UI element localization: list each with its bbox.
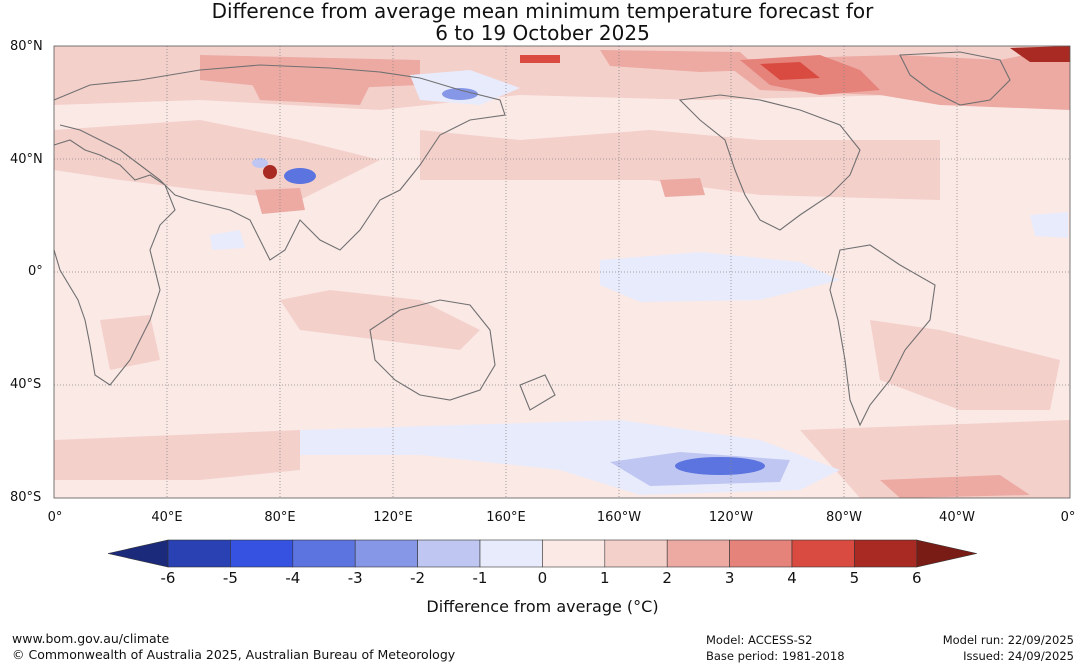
lat-label-80s: 80°S — [10, 490, 42, 505]
lon-label-40e: 40°E — [151, 510, 183, 525]
anomaly-regions — [54, 46, 1070, 498]
colorbar-swatch — [417, 539, 481, 568]
anomaly-region-antarctic-2to3 — [880, 475, 1030, 498]
anomaly-region-arctic-4to5 — [520, 55, 560, 63]
colorbar-tick-label: 5 — [849, 569, 860, 587]
australia-outline — [369, 299, 496, 401]
lat-label-40n: 40°N — [10, 152, 43, 167]
graticule — [54, 46, 1070, 498]
anomaly-region-maritime-1to2 — [280, 290, 480, 350]
chart-title-line-2: 6 to 19 October 2025 — [435, 21, 650, 45]
anomaly-region-siberia-2to3-b — [250, 80, 370, 105]
colorbar-tick-label: 4 — [787, 569, 797, 587]
colorbar-tick-label: 3 — [724, 569, 735, 587]
coastlines — [53, 51, 1011, 427]
colorbar-tick-label: 6 — [912, 569, 922, 587]
footer-copyright: © Commonwealth of Australia 2025, Austra… — [12, 647, 456, 662]
greenland-outline — [899, 51, 1011, 106]
colorbar-tick-label: 0 — [537, 569, 548, 587]
lat-label-0: 0° — [28, 264, 43, 279]
colorbar-swatch — [854, 539, 918, 568]
colorbar-tick-label: -4 — [285, 569, 301, 587]
lon-label-0-left: 0° — [47, 510, 63, 525]
colorbar-extend-high — [916, 539, 977, 568]
anomaly-region-indian-minus1to0 — [210, 230, 245, 250]
colorbar-swatch — [230, 539, 294, 568]
lon-label-160w: 160°W — [596, 510, 642, 525]
colorbar-swatch — [167, 539, 231, 568]
lon-label-0-right: 0° — [1060, 510, 1076, 525]
footer-issued: Issued: 24/09/2025 — [963, 649, 1074, 663]
anomaly-region-greenland-5to6 — [1010, 46, 1070, 62]
lon-label-120w: 120°W — [708, 510, 754, 525]
colorbar-label: Difference from average (°C) — [426, 597, 659, 616]
anomaly-region-india-2to3 — [255, 188, 305, 214]
colorbar-swatch — [479, 539, 543, 568]
colorbar-tick-label: -5 — [222, 569, 238, 587]
lat-label-80n: 80°N — [10, 39, 43, 54]
lon-label-120e: 120°E — [373, 510, 413, 525]
footer-model: Model: ACCESS-S2 — [706, 633, 813, 647]
anomaly-region-arctic-2to3 — [600, 50, 760, 72]
anomaly-region-south-america-1to2 — [870, 320, 1060, 410]
anomaly-region-pacific-2to3 — [660, 178, 705, 197]
anomaly-region-tibet-minus4to3 — [284, 168, 316, 184]
anomaly-region-east-siberia-minus1to0 — [410, 70, 520, 105]
colorbar-swatch — [292, 539, 356, 568]
footer-model-run: Model run: 22/09/2025 — [942, 633, 1074, 647]
chart-title-line-1: Difference from average mean minimum tem… — [211, 0, 874, 23]
colorbar-swatch — [542, 539, 606, 568]
lon-label-80w: 80°W — [826, 510, 862, 525]
colorbar-swatch — [354, 539, 418, 568]
colorbar-tick-label: -2 — [410, 569, 426, 587]
lon-label-80e: 80°E — [264, 510, 296, 525]
lon-label-40w: 40°W — [939, 510, 975, 525]
footer-base-period: Base period: 1981-2018 — [706, 649, 845, 663]
lon-label-160e: 160°E — [486, 510, 526, 525]
south-america-outline — [829, 244, 936, 427]
colorbar-swatch — [604, 539, 668, 568]
footer-website: www.bom.gov.au/climate — [12, 631, 170, 646]
anomaly-region-north-pacific-1to2 — [420, 130, 940, 200]
anomaly-hotspot-himalaya — [263, 165, 277, 179]
eurasia-outline — [53, 64, 506, 261]
anomaly-region-southern-ocean-1to2 — [54, 430, 300, 480]
colorbar-tick-label: -3 — [347, 569, 363, 587]
lat-label-40s: 40°S — [10, 377, 42, 392]
colorbar-tick-label: 1 — [600, 569, 610, 587]
colorbar-swatch — [666, 539, 730, 568]
anomaly-region-west-africa-minus1to0 — [1030, 212, 1068, 238]
colorbar-swatch — [729, 539, 793, 568]
anomaly-region-equatorial-pacific-minus1to0 — [600, 252, 840, 302]
anomaly-region-canada-4to5 — [760, 62, 820, 80]
colorbar-tick-label: -1 — [472, 569, 488, 587]
anomaly-region-amundsen-minus4to3 — [675, 457, 765, 475]
africa-outline — [53, 139, 176, 386]
anomaly-region-tibet-minus2to1 — [252, 158, 268, 168]
map-frame — [53, 45, 1071, 499]
anomaly-region-africa-1to2 — [100, 315, 160, 370]
colorbar-extend-low — [107, 539, 169, 568]
new-zealand-outline — [519, 374, 556, 411]
north-america-outline — [678, 94, 861, 231]
colorbar-swatch — [791, 539, 855, 568]
colorbar-tick-label: -6 — [160, 569, 176, 587]
cool-anomaly-regions — [210, 70, 1068, 495]
anomaly-region-east-siberia-minus3to2 — [442, 88, 478, 100]
colorbar-tick-label: 2 — [662, 569, 672, 587]
